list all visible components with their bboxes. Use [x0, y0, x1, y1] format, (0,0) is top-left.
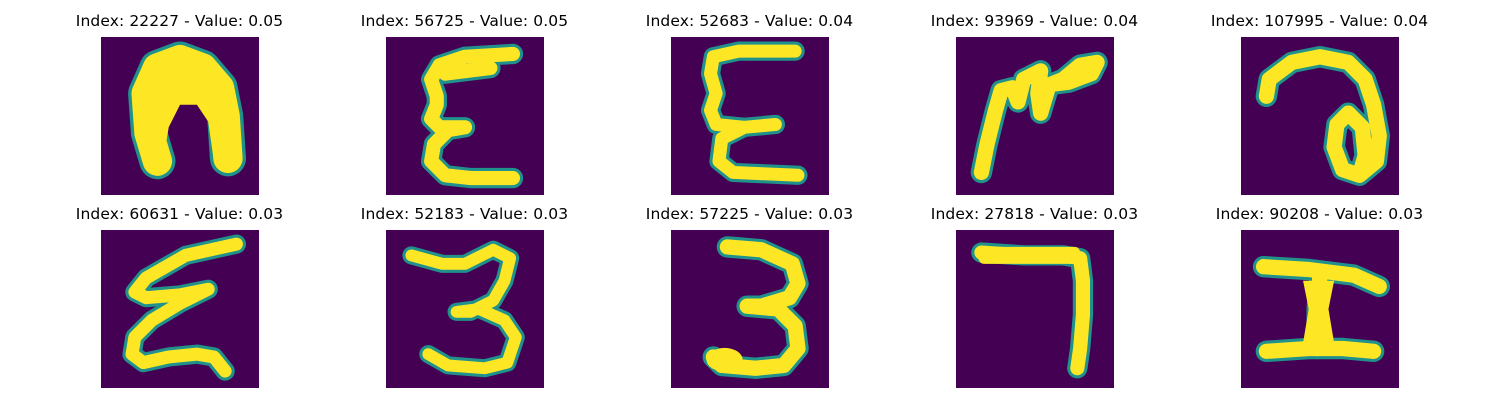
glyph-image [100, 230, 259, 388]
zigzag-e-glyph [121, 234, 246, 381]
panel: Index: 90208 - Value: 0.03 [1177, 205, 1462, 388]
glyph-image [955, 230, 1114, 388]
panel-title: Index: 107995 - Value: 0.04 [1210, 12, 1429, 30]
panel: Index: 56725 - Value: 0.05 [322, 12, 607, 195]
panel: Index: 57225 - Value: 0.03 [607, 205, 892, 388]
scribble-glyph [970, 51, 1108, 184]
panel-title: Index: 56725 - Value: 0.05 [360, 12, 569, 30]
panel: Index: 60631 - Value: 0.03 [37, 205, 322, 388]
panel-title: Index: 52183 - Value: 0.03 [360, 205, 569, 223]
glyph-image [100, 37, 259, 195]
panel: Index: 52183 - Value: 0.03 [322, 205, 607, 388]
glyph-image [385, 230, 544, 388]
seven-glyph [970, 242, 1093, 379]
panel: Index: 93969 - Value: 0.04 [892, 12, 1177, 195]
panel-title: Index: 27818 - Value: 0.03 [930, 205, 1139, 223]
panel-title: Index: 93969 - Value: 0.04 [930, 12, 1139, 30]
epsilon-b-glyph [700, 41, 808, 185]
glyph-image [1240, 37, 1399, 195]
glyph-image [670, 37, 829, 195]
blob-n-glyph [127, 41, 246, 180]
three-a-glyph [401, 240, 525, 378]
panel-title: Index: 57225 - Value: 0.03 [645, 205, 854, 223]
panel: Index: 22227 - Value: 0.05 [37, 12, 322, 195]
glyph-image [955, 37, 1114, 195]
glyph-image [385, 37, 544, 195]
epsilon-a-glyph [420, 43, 523, 189]
loop-a-glyph [1255, 46, 1390, 186]
panel: Index: 107995 - Value: 0.04 [1177, 12, 1462, 195]
three-b-glyph [702, 236, 809, 379]
glyph-image [670, 230, 829, 388]
panel-title: Index: 22227 - Value: 0.05 [75, 12, 284, 30]
i-beam-glyph [1252, 255, 1390, 363]
panel-title: Index: 52683 - Value: 0.04 [645, 12, 854, 30]
panel: Index: 52683 - Value: 0.04 [607, 12, 892, 195]
glyph-image [1240, 230, 1399, 388]
panel-title: Index: 60631 - Value: 0.03 [75, 205, 284, 223]
panel-title: Index: 90208 - Value: 0.03 [1215, 205, 1424, 223]
panel: Index: 27818 - Value: 0.03 [892, 205, 1177, 388]
